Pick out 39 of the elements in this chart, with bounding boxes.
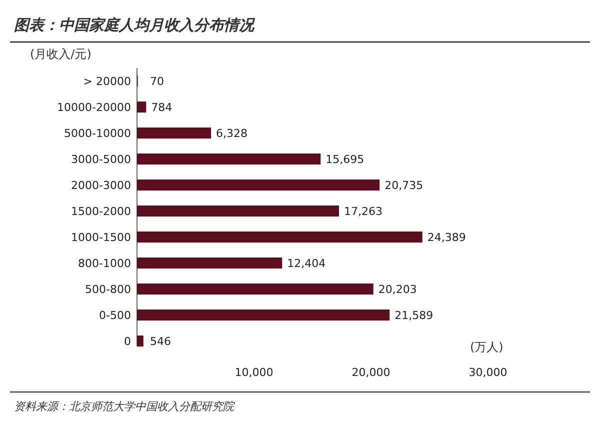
data-label: 20,203 <box>378 283 417 296</box>
y-tick-label: 0-500 <box>99 309 131 322</box>
bar <box>137 206 339 216</box>
data-label: 70 <box>150 75 164 88</box>
x-axis-title: (万人) <box>470 340 504 354</box>
y-tick-label: 500-800 <box>85 283 131 296</box>
y-tick-label: 1000-1500 <box>71 231 131 244</box>
y-tick-label: 2000-3000 <box>71 179 131 192</box>
bar <box>137 128 212 138</box>
text: 资料来源：北京师范大学中国收入分配研究院 <box>14 400 236 413</box>
x-tick-label: 10,000 <box>234 366 274 379</box>
bar <box>137 232 422 242</box>
bar <box>137 336 144 346</box>
bar <box>137 154 321 164</box>
data-label: 784 <box>151 101 172 114</box>
bar <box>137 102 146 112</box>
data-label: 24,389 <box>427 231 466 244</box>
chart-title: 图表：中国家庭人均月收入分布情况 <box>14 16 256 34</box>
y-axis-title: (月收入/元) <box>30 47 92 61</box>
x-tick-label: 20,000 <box>352 366 390 379</box>
y-tick-label: > 20000 <box>83 75 131 88</box>
bar <box>137 310 390 320</box>
y-tick-label: 800-1000 <box>78 257 131 270</box>
y-tick-label: 3000-5000 <box>71 153 131 166</box>
data-label: 17,263 <box>344 205 382 218</box>
data-label: 20,735 <box>384 179 424 192</box>
bar <box>137 258 282 268</box>
data-label: 12,404 <box>287 257 326 270</box>
y-tick-label: 0 <box>124 335 131 348</box>
x-tick-label: 30,000 <box>468 366 508 379</box>
bar <box>137 180 380 190</box>
y-tick-label: 10000-20000 <box>57 101 131 114</box>
bar <box>137 284 374 294</box>
y-tick-label: 5000-10000 <box>64 127 131 140</box>
data-label: 21,589 <box>394 309 434 322</box>
data-label: 15,695 <box>326 153 364 166</box>
data-label: 6,328 <box>216 127 248 140</box>
data-label: 546 <box>150 335 171 348</box>
y-tick-label: 1500-2000 <box>71 205 131 218</box>
